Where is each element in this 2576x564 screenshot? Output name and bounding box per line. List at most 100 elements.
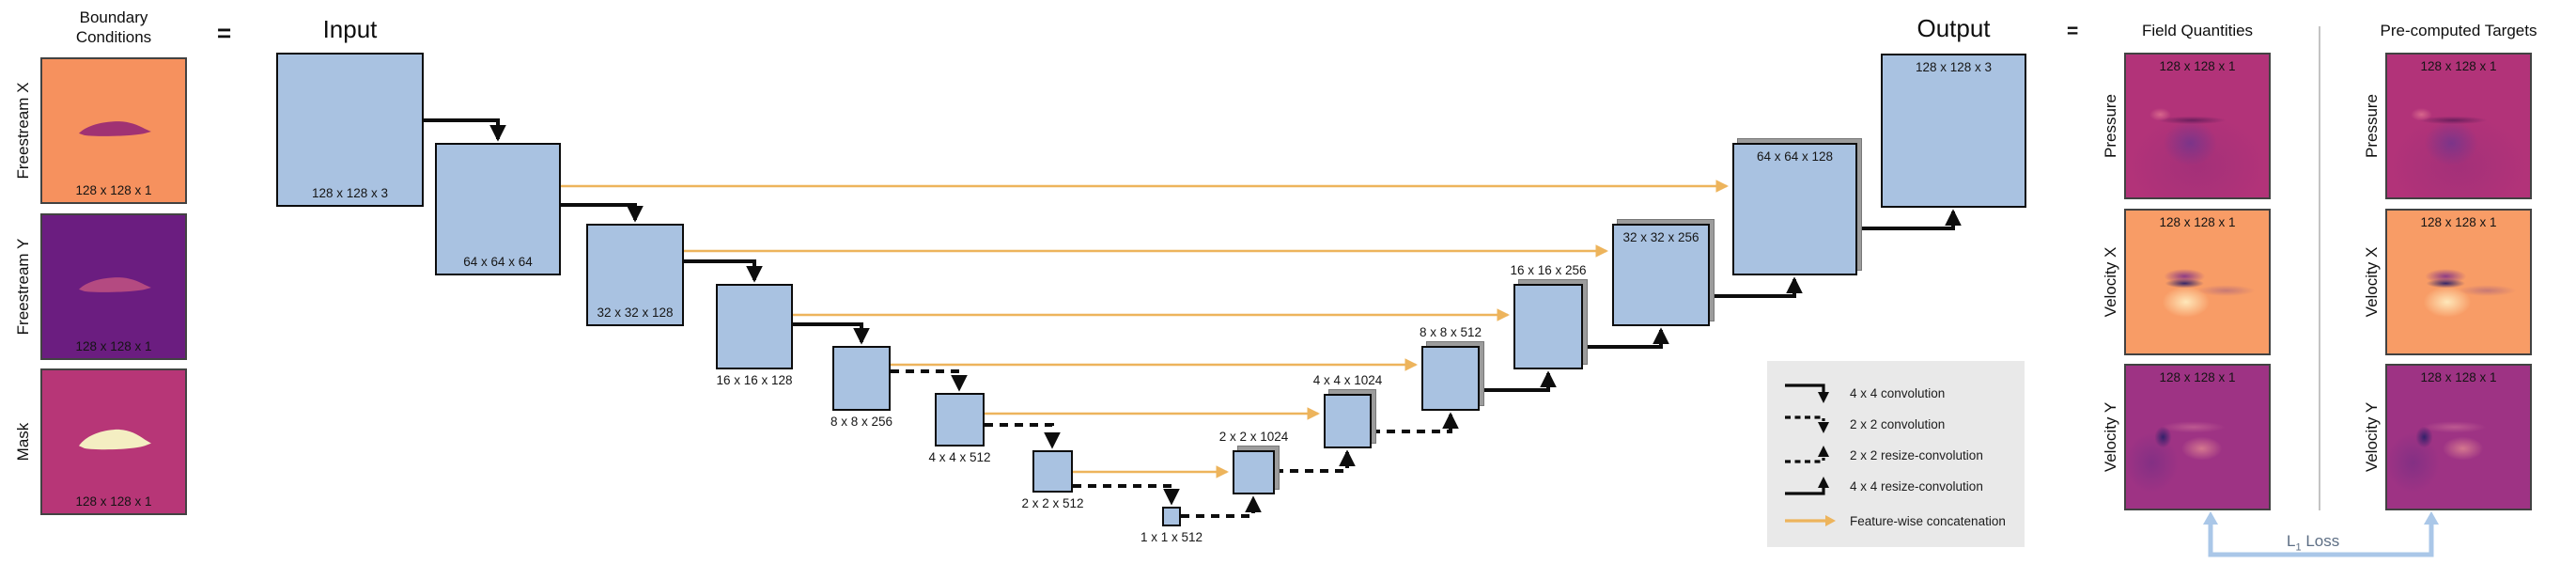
airfoil-shape bbox=[78, 277, 151, 292]
block-dims-label: 4 x 4 x 1024 bbox=[1312, 373, 1383, 387]
legend-box: 4 x 4 convolution 2 x 2 convolution 2 x … bbox=[1767, 361, 2025, 547]
legend-item-resize4: 4 x 4 resize-convolution bbox=[1782, 474, 1983, 498]
panel-dims-label: 128 x 128 x 1 bbox=[2159, 59, 2236, 73]
conv4-arrow-enc16-to-enc8 bbox=[793, 322, 870, 345]
legend-glyph-concat bbox=[1785, 515, 1836, 526]
conv4-arrow-input-to-enc64 bbox=[424, 118, 506, 142]
field-panel-pressure: 128 x 128 x 1 bbox=[2124, 53, 2271, 199]
panel-dims-label: 128 x 128 x 1 bbox=[75, 183, 152, 197]
legend-item-label: 2 x 2 resize-convolution bbox=[1850, 447, 1983, 462]
boundary-conditions-title: Boundary Conditions bbox=[75, 8, 152, 47]
block-dims-label: 64 x 64 x 128 bbox=[1756, 149, 1834, 164]
conv2-arrow-enc4-to-enc2 bbox=[985, 423, 1061, 449]
block-dims-label: 128 x 128 x 3 bbox=[1915, 60, 1993, 74]
block-dims-label: 2 x 2 x 1024 bbox=[1218, 430, 1289, 444]
conv4-arrow-enc32-to-enc16 bbox=[684, 259, 763, 283]
legend-glyph-resize2 bbox=[1785, 446, 1829, 463]
unet-block-decoder-4: 4 x 4 x 1024 bbox=[1313, 373, 1382, 448]
target-panel-label: Velocity X bbox=[2363, 246, 2381, 318]
boundary-panel-label: Freestream Y bbox=[14, 238, 32, 336]
resize4-arrow-dec8-to-dec16 bbox=[1480, 370, 1557, 392]
block-dims-label: 2 x 2 x 512 bbox=[1021, 496, 1084, 510]
resize4-arrow-dec32-to-dec64 bbox=[1710, 276, 1803, 298]
input-title: Input bbox=[322, 15, 378, 43]
boundary-panel-freestream-x: 128 x 128 x 1 bbox=[40, 57, 187, 204]
field-panel-velocity-y: 128 x 128 x 1 bbox=[2124, 364, 2271, 510]
unet-block-bottleneck-1: 1 x 1 x 512 bbox=[1141, 507, 1203, 544]
field-panel-velocity-x: 128 x 128 x 1 bbox=[2124, 209, 2271, 355]
boundary-panel-mask: 128 x 128 x 1 bbox=[40, 368, 187, 515]
panel-dims-label: 128 x 128 x 1 bbox=[2420, 215, 2497, 229]
resize2-arrow-dec4-to-dec8 bbox=[1372, 412, 1459, 433]
legend-item-label: 4 x 4 convolution bbox=[1850, 385, 1946, 400]
panel-dims-label: 128 x 128 x 1 bbox=[2159, 370, 2236, 384]
unet-block-decoder-16: 16 x 16 x 256 bbox=[1510, 263, 1587, 369]
legend-item-label: Feature-wise concatenation bbox=[1850, 513, 2006, 528]
legend-item-conv4: 4 x 4 convolution bbox=[1782, 381, 1945, 405]
block-dims-label: 16 x 16 x 128 bbox=[716, 373, 793, 387]
unet-block-encoder-8: 8 x 8 x 256 bbox=[830, 346, 892, 429]
boundary-panel-label: Freestream X bbox=[14, 82, 32, 180]
legend-item-resize2: 2 x 2 resize-convolution bbox=[1782, 443, 1983, 467]
legend-item-conv2: 2 x 2 convolution bbox=[1782, 412, 1945, 436]
legend-glyph-conv2 bbox=[1785, 415, 1829, 433]
block-dims-label: 16 x 16 x 256 bbox=[1510, 263, 1587, 277]
target-panel-label: Velocity Y bbox=[2363, 401, 2381, 473]
unet-block-encoder-128: 128 x 128 x 3 bbox=[276, 53, 424, 207]
target-panel-velocity-y: 128 x 128 x 1 bbox=[2385, 364, 2532, 510]
l1-loss-label: L1 Loss bbox=[2287, 532, 2340, 554]
resize2-arrow-bottleneck-to-dec2 bbox=[1181, 495, 1262, 518]
precomputed-targets-title: Pre-computed Targets bbox=[2380, 22, 2537, 39]
panel-dims-label: 128 x 128 x 1 bbox=[75, 339, 152, 353]
unet-block-decoder-2: 2 x 2 x 1024 bbox=[1219, 430, 1288, 494]
field-panel-label: Velocity X bbox=[2102, 246, 2119, 318]
equals-sign-left: = bbox=[217, 19, 232, 47]
unet-block-encoder-64: 64 x 64 x 64 bbox=[435, 143, 561, 275]
panel-dims-label: 128 x 128 x 1 bbox=[2159, 215, 2236, 229]
resize4-arrow-dec16-to-dec32 bbox=[1583, 327, 1669, 349]
l1-loss-arrowhead-right bbox=[2424, 511, 2439, 525]
unet-block-decoder-32: 32 x 32 x 256 bbox=[1612, 224, 1710, 326]
unet-block-encoder-32: 32 x 32 x 128 bbox=[586, 224, 684, 326]
airfoil-shape bbox=[78, 121, 151, 136]
block-dims-label: 8 x 8 x 256 bbox=[830, 415, 893, 429]
block-dims-label: 8 x 8 x 512 bbox=[1419, 325, 1482, 339]
target-panel-pressure: 128 x 128 x 1 bbox=[2385, 53, 2532, 199]
field-quantities-title: Field Quantities bbox=[2141, 22, 2254, 39]
resize4-arrow-dec64-to-output bbox=[1857, 209, 1962, 230]
block-dims-label: 4 x 4 x 512 bbox=[928, 450, 991, 464]
block-dims-label: 64 x 64 x 64 bbox=[463, 255, 533, 269]
target-panel-label: Pressure bbox=[2363, 93, 2381, 159]
boundary-panel-freestream-y: 128 x 128 x 1 bbox=[40, 213, 187, 360]
airfoil-shape bbox=[78, 429, 151, 450]
conv2-arrow-enc8-to-enc4 bbox=[891, 369, 968, 392]
resize2-arrow-dec2-to-dec4 bbox=[1275, 449, 1356, 473]
conv4-arrow-enc64-to-enc32 bbox=[561, 203, 644, 223]
field-panel-label: Pressure bbox=[2102, 93, 2119, 159]
block-dims-label: 32 x 32 x 256 bbox=[1622, 230, 1699, 244]
block-dims-label: 1 x 1 x 512 bbox=[1140, 530, 1203, 544]
output-title: Output bbox=[1916, 14, 1991, 42]
panel-dims-label: 128 x 128 x 1 bbox=[2420, 59, 2497, 73]
legend-glyph-resize4 bbox=[1785, 477, 1829, 495]
unet-block-encoder-16: 16 x 16 x 128 bbox=[716, 284, 793, 387]
legend-item-label: 2 x 2 convolution bbox=[1850, 416, 1946, 431]
legend-glyph-conv4 bbox=[1785, 384, 1829, 403]
unet-block-output-128: 128 x 128 x 3 bbox=[1881, 54, 2026, 208]
field-panel-label: Velocity Y bbox=[2102, 401, 2119, 473]
unet-block-encoder-4: 4 x 4 x 512 bbox=[928, 393, 991, 464]
boundary-panel-label: Mask bbox=[14, 422, 32, 462]
block-dims-label: 128 x 128 x 3 bbox=[311, 186, 389, 200]
panel-dims-label: 128 x 128 x 1 bbox=[75, 494, 152, 509]
unet-block-decoder-64: 64 x 64 x 128 bbox=[1732, 143, 1857, 275]
conv2-arrow-enc2-to-bottleneck bbox=[1073, 484, 1180, 506]
unet-block-decoder-8: 8 x 8 x 512 bbox=[1420, 325, 1482, 411]
block-dims-label: 32 x 32 x 128 bbox=[597, 306, 674, 320]
equals-sign-right: = bbox=[2067, 21, 2079, 42]
legend-item-label: 4 x 4 resize-convolution bbox=[1850, 478, 1983, 494]
unet-block-encoder-2: 2 x 2 x 512 bbox=[1021, 450, 1084, 510]
panel-dims-label: 128 x 128 x 1 bbox=[2420, 370, 2497, 384]
legend-item-concat: Feature-wise concatenation bbox=[1782, 509, 2006, 533]
l1-loss-arrowhead-left bbox=[2203, 511, 2218, 525]
